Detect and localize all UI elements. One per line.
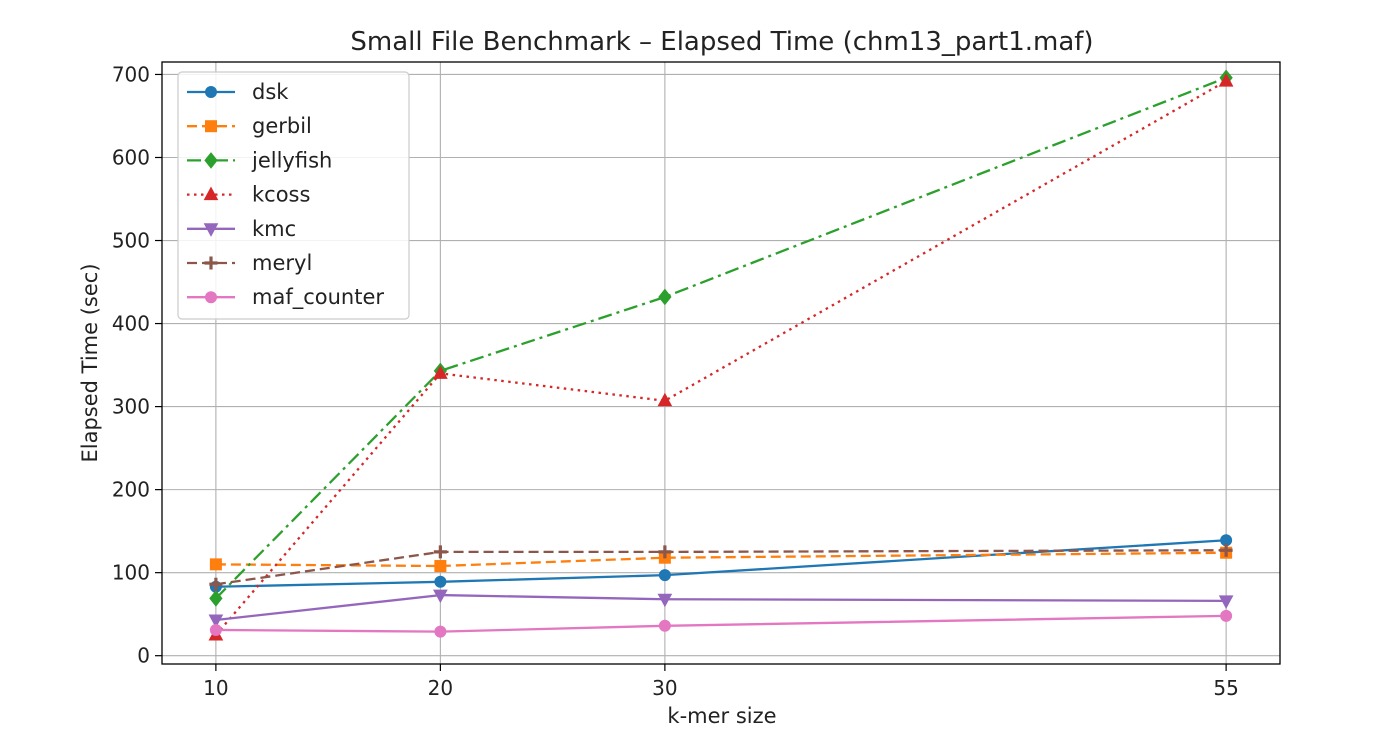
legend-marker: [205, 120, 217, 133]
legend-marker: [204, 256, 218, 270]
series-layer: [208, 69, 1234, 641]
x-tick-label: 20: [428, 676, 453, 700]
series-jellyfish: [209, 69, 1233, 607]
data-point-marker: [658, 545, 672, 559]
legend-entry-jellyfish: jellyfish: [187, 148, 332, 172]
data-point-marker: [434, 625, 447, 638]
y-tick-label: 600: [112, 145, 150, 169]
legend-marker: [205, 291, 217, 304]
data-point-marker: [209, 577, 223, 591]
series-line: [215, 549, 1227, 586]
x-axis-label: k-mer size: [667, 704, 776, 728]
chart-title: Small File Benchmark – Elapsed Time (chm…: [350, 27, 1093, 57]
y-tick-label: 400: [112, 312, 150, 336]
legend-entry-kmc: kmc: [187, 217, 296, 241]
legend-box: [177, 71, 410, 320]
series-line: [215, 614, 1227, 633]
legend-label: kcoss: [252, 183, 310, 207]
legend-label: jellyfish: [251, 148, 332, 172]
legend-entry-meryl: meryl: [187, 251, 312, 275]
legend-marker: [204, 152, 218, 169]
data-point-marker: [208, 614, 224, 629]
legend: dsk gerbil jellyfish kcoss kmc meryl maf_count…: [177, 71, 410, 320]
y-tick-label: 500: [112, 229, 150, 253]
series-meryl: [209, 543, 1233, 591]
data-point-marker: [209, 590, 223, 607]
legend-marker: [205, 86, 217, 98]
legend-marker: [203, 223, 219, 237]
axis-ticks: 0 100 200 300 400 500 600 700 10 20 30 55: [112, 62, 1239, 700]
legend-label: dsk: [252, 80, 289, 104]
data-point-marker: [433, 589, 448, 604]
series-line: [215, 76, 1227, 600]
data-point-marker: [1218, 73, 1234, 87]
legend-label: kmc: [252, 217, 296, 241]
legend-entry-gerbil: gerbil: [187, 114, 312, 138]
data-point-marker: [1219, 543, 1233, 557]
data-point-marker: [1220, 609, 1233, 622]
series-line: [215, 539, 1227, 588]
data-point-marker: [434, 560, 447, 573]
data-point-marker: [1218, 595, 1234, 609]
legend-entry-kcoss: kcoss: [187, 183, 310, 207]
data-point-marker: [658, 569, 671, 582]
data-point-marker: [657, 392, 673, 407]
legend-label: gerbil: [252, 114, 312, 138]
x-tick-label: 55: [1213, 676, 1238, 700]
data-point-marker: [209, 558, 222, 571]
series-dsk: [209, 534, 1233, 593]
legend-label: meryl: [252, 251, 312, 275]
data-point-marker: [433, 365, 448, 379]
data-point-marker: [658, 619, 671, 632]
data-point-marker: [657, 593, 673, 608]
legend-entry-maf-counter: maf_counter: [187, 285, 384, 310]
data-point-marker: [209, 623, 222, 636]
y-tick-label: 200: [112, 478, 150, 502]
data-point-marker: [434, 575, 447, 588]
y-tick-label: 700: [112, 62, 150, 86]
series-line: [215, 593, 1227, 622]
y-tick-label: 100: [112, 561, 150, 585]
x-tick-label: 10: [203, 676, 228, 700]
legend-label: maf_counter: [252, 285, 384, 310]
series-line: [215, 551, 1227, 568]
plot-area-frame: [161, 61, 1281, 665]
x-tick-label: 30: [652, 676, 677, 700]
legend-marker: [203, 186, 219, 201]
y-axis-label: Elapsed Time (sec): [78, 263, 102, 462]
series-kmc: [208, 589, 1234, 629]
data-point-marker: [433, 545, 447, 559]
series-maf-counter: [209, 609, 1233, 638]
legend-entry-dsk: dsk: [187, 80, 289, 104]
y-tick-label: 300: [112, 395, 150, 419]
data-point-marker: [658, 288, 672, 306]
y-tick-label: 0: [137, 644, 150, 668]
